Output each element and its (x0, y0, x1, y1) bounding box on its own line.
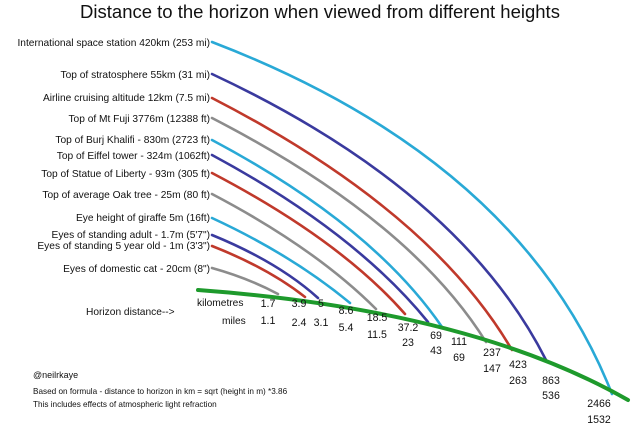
diagram-title: Distance to the horizon when viewed from… (80, 1, 560, 22)
distance-km: 37.2 (398, 322, 419, 334)
distance-km: 237 (483, 347, 501, 359)
distance-km: 111 (451, 336, 467, 348)
refraction-note: This includes effects of atmospheric lig… (33, 400, 217, 409)
unit-miles-label: miles (222, 316, 246, 327)
sight-line-oak (210, 192, 378, 311)
viewer-label: Eyes of standing 5 year old - 1m (3'3") (37, 241, 210, 252)
distance-mi: 2.4 (292, 317, 307, 329)
viewer-label: Eyes of standing adult - 1.7m (5'7") (52, 230, 210, 241)
viewer-labels: International space station 420km (253 m… (17, 38, 210, 275)
credit-handle: @neilrkaye (33, 370, 78, 380)
viewer-label: Top of Mt Fuji 3776m (12388 ft) (68, 114, 210, 125)
sight-line-burj (210, 138, 444, 329)
distance-mi: 43 (430, 345, 442, 357)
sight-line-fuji (210, 116, 488, 344)
sight-lines (210, 40, 614, 396)
distance-values: 1.7 1.1 3.9 2.4 5 3.1 8.6 5.4 18.5 11.5 … (261, 298, 611, 426)
distance-mi: 1.1 (261, 315, 276, 327)
sight-line-cat (210, 266, 280, 296)
distance-km: 423 (509, 359, 527, 371)
distance-km: 2466 (587, 398, 611, 410)
distance-mi: 3.1 (314, 317, 329, 329)
distance-km: 1.7 (261, 298, 276, 310)
distance-mi: 536 (542, 390, 560, 402)
distance-km: 8.6 (339, 305, 354, 317)
sight-line-airline (210, 96, 514, 352)
viewer-label: Top of Burj Khalifi - 830m (2723 ft) (55, 135, 210, 146)
sight-line-eiffel (210, 153, 430, 324)
sight-line-stratosphere (210, 72, 548, 362)
viewer-label: Top of stratosphere 55km (31 mi) (61, 70, 210, 81)
distance-km: 5 (318, 298, 324, 310)
distance-mi: 23 (402, 337, 414, 349)
sight-line-child (210, 244, 307, 299)
distance-mi: 11.5 (367, 329, 387, 341)
sight-line-liberty (210, 171, 407, 316)
unit-kilometres-label: kilometres (197, 298, 243, 309)
distance-km: 69 (430, 330, 442, 342)
distance-mi: 147 (483, 363, 501, 375)
viewer-label: International space station 420km (253 m… (17, 38, 210, 49)
viewer-label: Top of Statue of Liberty - 93m (305 ft) (41, 169, 210, 180)
sight-line-adult (210, 233, 320, 300)
horizon-distance-label: Horizon distance--> (86, 307, 175, 318)
viewer-label: Eyes of domestic cat - 20cm (8") (63, 264, 210, 275)
sight-line-giraffe (210, 216, 352, 305)
viewer-label: Top of Eiffel tower - 324m (1062ft) (57, 151, 210, 162)
distance-km: 3.9 (292, 298, 307, 310)
distance-mi: 69 (453, 352, 465, 364)
earth-surface-curve (196, 288, 630, 402)
viewer-label: Top of average Oak tree - 25m (80 ft) (42, 190, 210, 201)
viewer-label: Eye height of giraffe 5m (16ft) (76, 213, 210, 224)
distance-km: 863 (542, 375, 560, 387)
distance-mi: 1532 (587, 414, 611, 426)
distance-mi: 5.4 (339, 322, 354, 334)
sight-line-iss (210, 40, 614, 396)
viewer-label: Airline cruising altitude 12km (7.5 mi) (43, 93, 210, 104)
distance-mi: 263 (509, 375, 527, 387)
formula-note: Based on formula - distance to horizon i… (33, 387, 288, 396)
distance-km: 18.5 (367, 312, 388, 324)
